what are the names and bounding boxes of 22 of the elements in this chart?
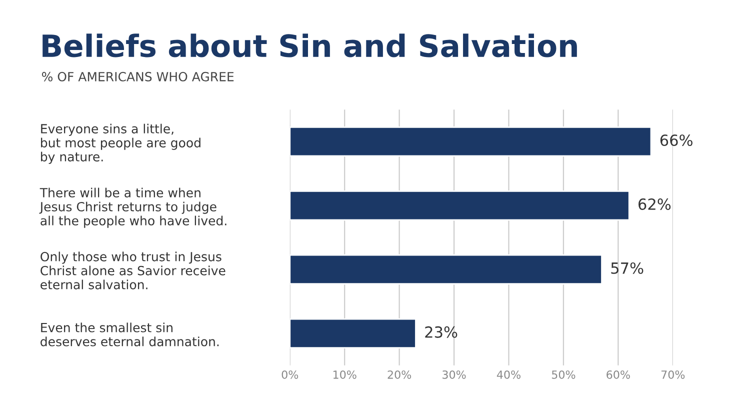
y-tick-label: Everyone sins a little, but most people are good by nature.: [41, 124, 200, 164]
y-tick-label: Only those who trust in Jesus Christ alone as Savior receive eternal salvation.: [40, 252, 226, 290]
data-label: 23%: [425, 326, 458, 338]
bar: [290, 318, 416, 349]
x-tick-label: 40%: [496, 370, 520, 379]
chart-title: Beliefs about Sin and Salvation: [42, 34, 577, 58]
x-tick-label: 10%: [333, 370, 356, 379]
bar: [290, 126, 652, 157]
bar: [290, 254, 602, 285]
y-tick-label: Even the smallest sin deserves eternal damnation.: [40, 322, 219, 346]
x-tick-label: 20%: [388, 370, 412, 379]
x-tick-label: 50%: [552, 370, 576, 379]
text: % OF AMERICANS WHO AGREE: [42, 72, 234, 82]
x-tick-label: 30%: [442, 370, 466, 379]
bar: [290, 190, 630, 221]
data-label: 57%: [611, 262, 644, 274]
x-tick-label: 70%: [661, 370, 685, 379]
x-tick-label: 0%: [282, 370, 298, 379]
data-label: 66%: [660, 134, 692, 146]
y-tick-label: There will be a time when Jesus Christ returns to judge all the people who have lived.: [39, 188, 226, 228]
data-label: 62%: [638, 198, 671, 210]
x-tick-label: 60%: [606, 370, 630, 379]
